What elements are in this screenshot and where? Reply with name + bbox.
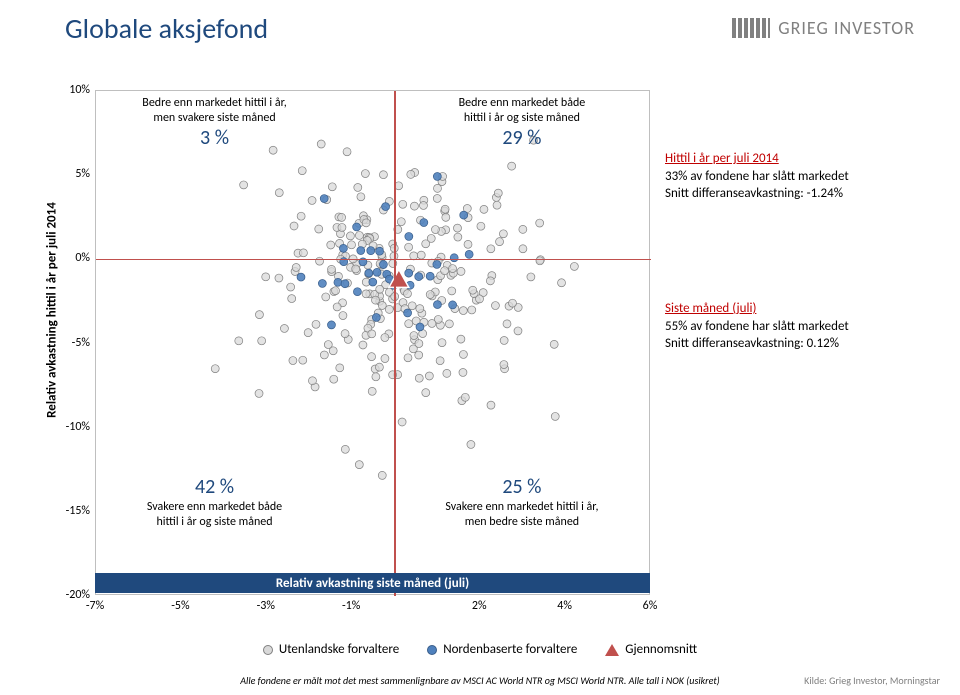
x-tick: 4% <box>557 599 572 613</box>
legend: Utenlandske forvaltere Nordenbaserte for… <box>0 642 960 657</box>
x-tick: -3% <box>257 599 275 613</box>
quadrant-bottom-left: 42 % Svakere enn markedet både hittil i … <box>125 473 305 530</box>
x-tick: 2% <box>472 599 487 613</box>
x-tick: 6% <box>643 599 658 613</box>
page-title: Globale aksjefond <box>65 11 268 46</box>
marker-icon <box>263 645 273 655</box>
y-tick: -5% <box>60 336 90 350</box>
quadrant-top-right: Bedre enn markedet både hittil i år og s… <box>432 96 612 153</box>
legend-avg: Gjennomsnitt <box>605 642 697 657</box>
brand-text: GRIEG INVESTOR <box>778 17 915 39</box>
x-tick: -1% <box>342 599 360 613</box>
legend-foreign: Utenlandske forvaltere <box>263 642 399 657</box>
y-axis-label: Relativ avkastning hittil i år per juli … <box>45 202 60 418</box>
x-tick: -7% <box>86 599 104 613</box>
marker-icon <box>427 645 437 655</box>
y-tick: 0% <box>60 251 90 265</box>
triangle-icon <box>605 644 619 656</box>
legend-nordic: Nordenbaserte forvaltere <box>427 642 577 657</box>
side-note-ytd: Hittil i år per juli 2014 33% av fondene… <box>665 150 945 203</box>
side-note-month: Siste måned (juli) 55% av fondene har sl… <box>665 300 945 353</box>
y-tick: -15% <box>60 504 90 518</box>
brand-logo <box>732 18 770 38</box>
crosshair-horizontal <box>96 259 651 261</box>
crosshair-vertical <box>394 91 396 596</box>
y-tick: -10% <box>60 420 90 434</box>
y-tick: 10% <box>60 83 90 97</box>
x-tick: -5% <box>171 599 189 613</box>
quadrant-bottom-right: 25 % Svakere enn markedet hittil i år, m… <box>432 473 612 530</box>
source-text: Kilde: Grieg Investor, Morningstar <box>804 674 940 687</box>
quadrant-top-left: Bedre enn markedet hittil i år, men svak… <box>125 96 305 153</box>
y-tick: 5% <box>60 167 90 181</box>
x-axis-label-band: Relativ avkastning siste måned (juli) <box>95 573 650 593</box>
brand: GRIEG INVESTOR <box>732 17 915 39</box>
